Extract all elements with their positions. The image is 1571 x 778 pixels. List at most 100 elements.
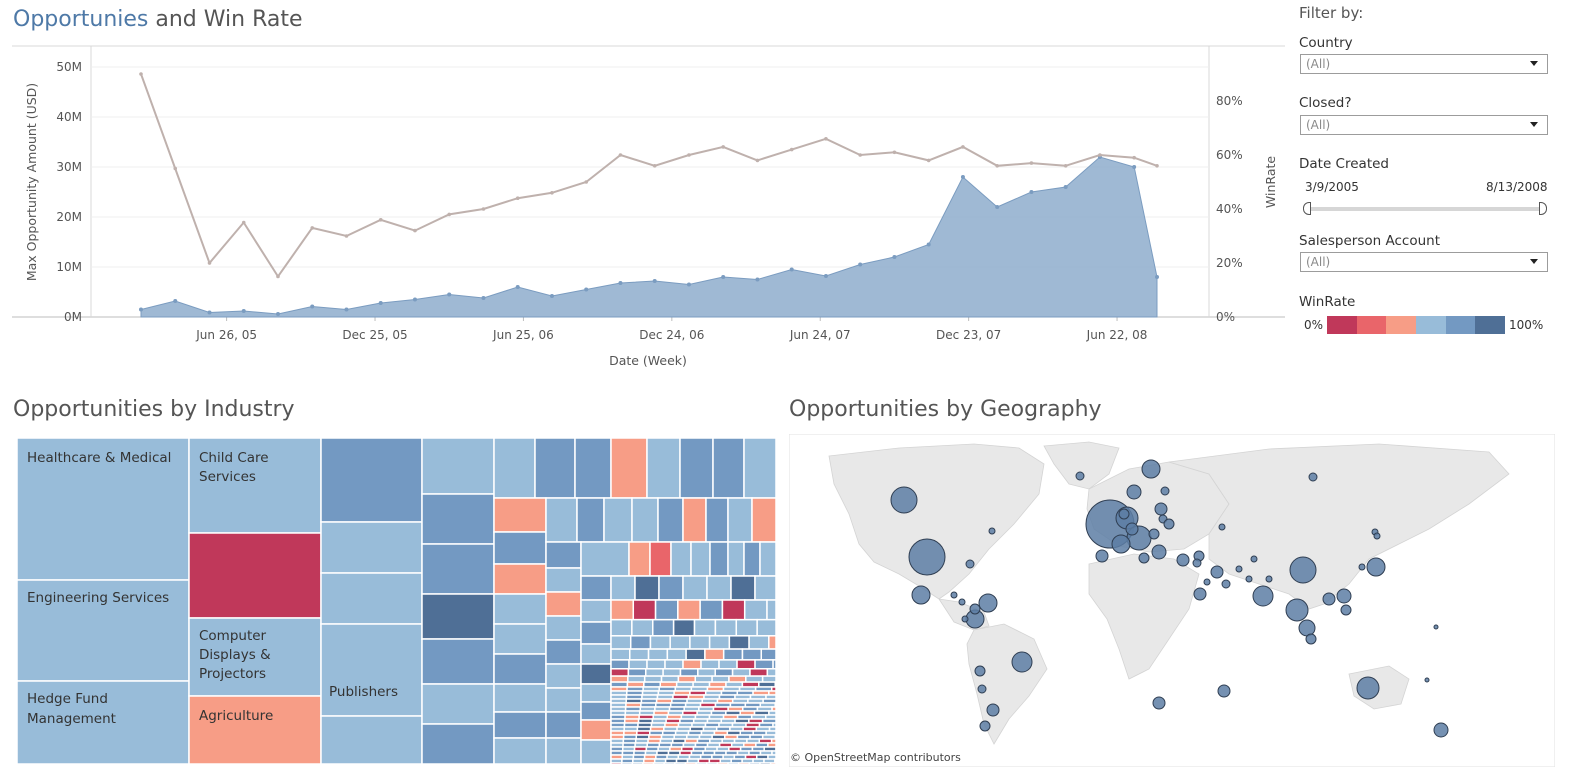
line-point[interactable] bbox=[789, 147, 794, 152]
area-point[interactable] bbox=[686, 282, 691, 287]
treemap-cell[interactable] bbox=[421, 493, 495, 545]
map-marker[interactable] bbox=[961, 615, 969, 623]
map-marker[interactable] bbox=[978, 593, 998, 613]
line-point[interactable] bbox=[515, 196, 520, 200]
line-point[interactable] bbox=[413, 228, 417, 233]
treemap-cell[interactable] bbox=[679, 438, 714, 499]
treemap-cell[interactable] bbox=[634, 575, 660, 601]
treemap-cell[interactable] bbox=[580, 701, 612, 721]
treemap-cell[interactable] bbox=[629, 635, 652, 650]
treemap-cell[interactable] bbox=[493, 438, 536, 499]
map-marker[interactable] bbox=[1163, 518, 1175, 530]
line-point[interactable] bbox=[344, 234, 349, 238]
area-point[interactable] bbox=[481, 296, 486, 300]
treemap-cell[interactable] bbox=[580, 643, 612, 665]
treemap-cell[interactable] bbox=[689, 635, 711, 650]
map-marker[interactable] bbox=[1154, 502, 1168, 516]
area-point[interactable] bbox=[618, 281, 623, 285]
treemap-cell[interactable] bbox=[768, 635, 777, 650]
map-marker[interactable] bbox=[950, 591, 958, 599]
treemap-cell[interactable] bbox=[769, 762, 777, 764]
map-marker[interactable] bbox=[1138, 552, 1150, 564]
treemap-cell[interactable] bbox=[188, 532, 322, 619]
treemap-cell[interactable] bbox=[716, 762, 729, 764]
map-marker[interactable] bbox=[1433, 722, 1449, 738]
treemap-cell[interactable] bbox=[679, 668, 699, 677]
area-point[interactable] bbox=[755, 277, 760, 282]
map-marker[interactable] bbox=[1075, 471, 1085, 481]
map-marker[interactable] bbox=[1356, 676, 1380, 700]
treemap-cell[interactable] bbox=[711, 675, 730, 683]
treemap-cell[interactable] bbox=[690, 541, 711, 577]
area-point[interactable] bbox=[310, 304, 315, 309]
treemap-cell[interactable] bbox=[574, 438, 612, 499]
country-dropdown[interactable]: (All) bbox=[1300, 54, 1548, 74]
area-point[interactable] bbox=[378, 301, 383, 305]
line-point[interactable] bbox=[378, 218, 383, 222]
area-point[interactable] bbox=[960, 175, 965, 179]
map-marker[interactable] bbox=[1203, 578, 1211, 586]
treemap-cell[interactable] bbox=[727, 497, 753, 543]
treemap-cell[interactable] bbox=[493, 623, 547, 655]
treemap-cell[interactable] bbox=[610, 438, 648, 499]
area-point[interactable] bbox=[652, 279, 657, 283]
treemap-cell[interactable] bbox=[545, 541, 582, 569]
line-point[interactable] bbox=[652, 164, 657, 168]
treemap-cell[interactable] bbox=[685, 648, 706, 661]
treemap-cell[interactable] bbox=[672, 618, 696, 637]
map-marker[interactable] bbox=[1252, 585, 1274, 607]
treemap-cell[interactable] bbox=[708, 635, 731, 650]
treemap-cell[interactable] bbox=[580, 739, 612, 764]
industry-treemap[interactable]: Healthcare & Medical Engineering Services… bbox=[17, 438, 777, 764]
area-point[interactable] bbox=[412, 297, 417, 302]
map-marker[interactable] bbox=[1250, 555, 1258, 563]
slider-end-handle[interactable] bbox=[1539, 202, 1547, 215]
line-point[interactable] bbox=[1098, 153, 1102, 157]
treemap-cell[interactable] bbox=[700, 659, 720, 670]
line-point[interactable] bbox=[926, 158, 931, 163]
treemap-cell[interactable] bbox=[669, 635, 691, 650]
map-marker[interactable] bbox=[1336, 588, 1352, 604]
treemap-cell[interactable] bbox=[627, 675, 646, 683]
treemap-cell[interactable] bbox=[761, 675, 777, 683]
treemap-cell[interactable] bbox=[610, 668, 630, 677]
area-point[interactable] bbox=[1155, 275, 1159, 279]
line-point[interactable] bbox=[550, 191, 554, 195]
closed-dropdown[interactable]: (All) bbox=[1300, 115, 1548, 135]
treemap-cell[interactable] bbox=[670, 541, 692, 577]
treemap-cell[interactable] bbox=[610, 635, 632, 650]
treemap-cell[interactable] bbox=[610, 575, 636, 601]
treemap-cell[interactable] bbox=[760, 648, 777, 661]
treemap-cell[interactable] bbox=[721, 599, 746, 621]
treemap-cell[interactable] bbox=[545, 711, 582, 739]
map-marker[interactable] bbox=[1265, 575, 1273, 583]
treemap-cell[interactable] bbox=[766, 668, 777, 677]
treemap-cell[interactable] bbox=[628, 659, 648, 670]
treemap-cell[interactable] bbox=[759, 762, 772, 764]
area-point[interactable] bbox=[1029, 190, 1034, 194]
treemap-cell[interactable] bbox=[320, 521, 423, 574]
map-marker[interactable] bbox=[1126, 484, 1142, 500]
treemap-cell[interactable] bbox=[610, 762, 623, 764]
treemap-cell[interactable] bbox=[743, 599, 768, 621]
line-point[interactable] bbox=[618, 153, 623, 157]
treemap-cell[interactable] bbox=[743, 438, 777, 499]
treemap-cell[interactable] bbox=[660, 675, 680, 683]
map-marker[interactable] bbox=[958, 598, 966, 606]
treemap-cell[interactable] bbox=[709, 541, 729, 577]
line-point[interactable] bbox=[139, 72, 143, 76]
line-point[interactable] bbox=[858, 153, 862, 157]
treemap-cell[interactable] bbox=[694, 675, 713, 683]
treemap-cell[interactable] bbox=[697, 668, 716, 677]
treemap-cell[interactable] bbox=[493, 497, 547, 533]
treemap-cell[interactable] bbox=[545, 567, 582, 593]
treemap-cell[interactable] bbox=[677, 675, 697, 683]
treemap-cell[interactable] bbox=[545, 591, 582, 617]
area-point[interactable] bbox=[275, 312, 280, 316]
area-point[interactable] bbox=[173, 299, 178, 303]
treemap-cell[interactable] bbox=[754, 659, 774, 670]
map-marker[interactable] bbox=[1424, 677, 1430, 683]
line-point[interactable] bbox=[1029, 161, 1034, 165]
line-point[interactable] bbox=[1155, 164, 1159, 168]
treemap-cell[interactable] bbox=[704, 648, 725, 661]
